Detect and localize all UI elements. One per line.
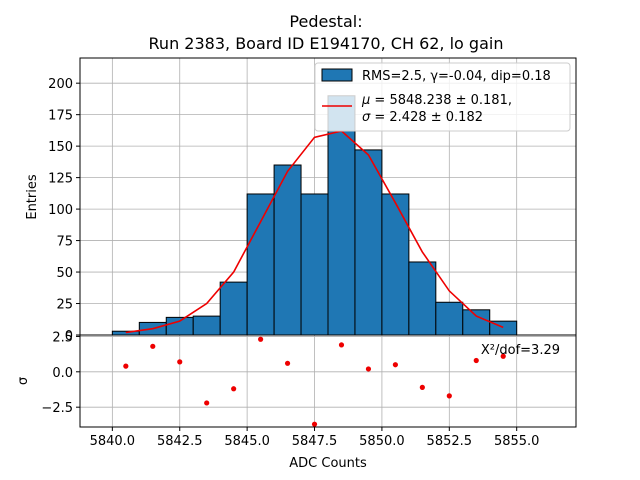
residual-point [446, 393, 452, 399]
residual-point [177, 359, 183, 365]
histogram-bar [300, 193, 329, 336]
main-y-axis-label: Entries [25, 174, 40, 220]
legend-hist-swatch [321, 68, 353, 82]
main-y-tick-label: 150 [48, 140, 73, 155]
legend-hist-label: RMS=2.5, γ=-0.04, dip=0.18 [362, 69, 551, 84]
main-y-tick-label: 50 [56, 266, 73, 281]
residual-point [311, 421, 318, 427]
residual-grid [80, 335, 576, 427]
x-tick-label: 5847.5 [292, 434, 338, 449]
residual-point [258, 336, 264, 342]
residual-point [123, 363, 129, 369]
x-tick-label: 5840.0 [90, 434, 136, 449]
residual-point [419, 384, 425, 390]
main-y-tick-label: 200 [48, 77, 73, 92]
legend: RMS=2.5, γ=-0.04, dip=0.18 μ = 5848.238 … [314, 62, 571, 132]
x-tick-label: 5845.0 [224, 434, 270, 449]
residual-point [365, 366, 372, 372]
main-y-tick-label: 100 [48, 203, 73, 218]
histogram-bars [111, 95, 518, 336]
histogram-bar [246, 193, 275, 336]
histogram-bar [462, 309, 491, 336]
residual-point [500, 353, 506, 359]
histogram-bar [273, 164, 302, 336]
chart-title-line1: Pedestal: [289, 12, 362, 31]
residual-y-axis-label: σ [16, 377, 31, 385]
residual-y-ticks: −2.5 0.0 2.5 [41, 330, 80, 416]
legend-fit-label-sigma: σ = 2.428 ± 0.182 [362, 110, 483, 125]
x-tick-label: 5855.0 [494, 434, 540, 449]
residual-point [284, 360, 291, 366]
main-y-ticks: 0 25 50 75 100 125 150 175 200 [48, 77, 80, 344]
main-y-tick-label: 75 [56, 235, 73, 250]
residual-y-tick-label: −2.5 [41, 401, 73, 416]
main-y-tick-label: 0 [65, 329, 73, 344]
residual-point [392, 362, 398, 368]
residual-x-ticks: 5840.0 5842.5 5845.0 5847.5 5850.0 5852.5 5855… [90, 427, 540, 449]
fit-curve-group [125, 130, 504, 334]
histogram-bar [354, 149, 383, 336]
x-tick-label: 5852.5 [427, 434, 473, 449]
x-tick-label: 5842.5 [157, 434, 203, 449]
histogram-bar [219, 281, 248, 336]
histogram-bar [165, 316, 194, 336]
x-tick-label: 5850.0 [359, 434, 405, 449]
residual-point [231, 386, 237, 392]
residual-point [473, 357, 479, 364]
x-axis-label: ADC Counts [289, 456, 367, 471]
main-y-tick-label: 175 [48, 109, 73, 124]
residual-y-tick-label: 2.5 [52, 330, 73, 345]
chart-title-line2: Run 2383, Board ID E194170, CH 62, lo ga… [149, 34, 504, 53]
fit-curve [125, 130, 504, 334]
residual-y-tick-label: 0.0 [52, 366, 73, 381]
histogram-bar [381, 193, 410, 336]
residual-points [123, 336, 506, 427]
main-y-tick-label: 25 [56, 298, 73, 313]
main-y-tick-label: 125 [48, 172, 73, 187]
histogram-bar [435, 301, 464, 336]
histogram-bar [192, 315, 221, 336]
residual-point [204, 400, 210, 406]
residual-point [338, 342, 345, 348]
histogram-bar [408, 261, 437, 336]
legend-fit-label-mu: μ = 5848.238 ± 0.181, [361, 93, 512, 108]
residual-point [150, 343, 156, 349]
residual-axes-frame [79, 334, 577, 428]
legend-box [314, 62, 571, 132]
chi2-annotation: X²/dof=3.29 [481, 343, 560, 358]
